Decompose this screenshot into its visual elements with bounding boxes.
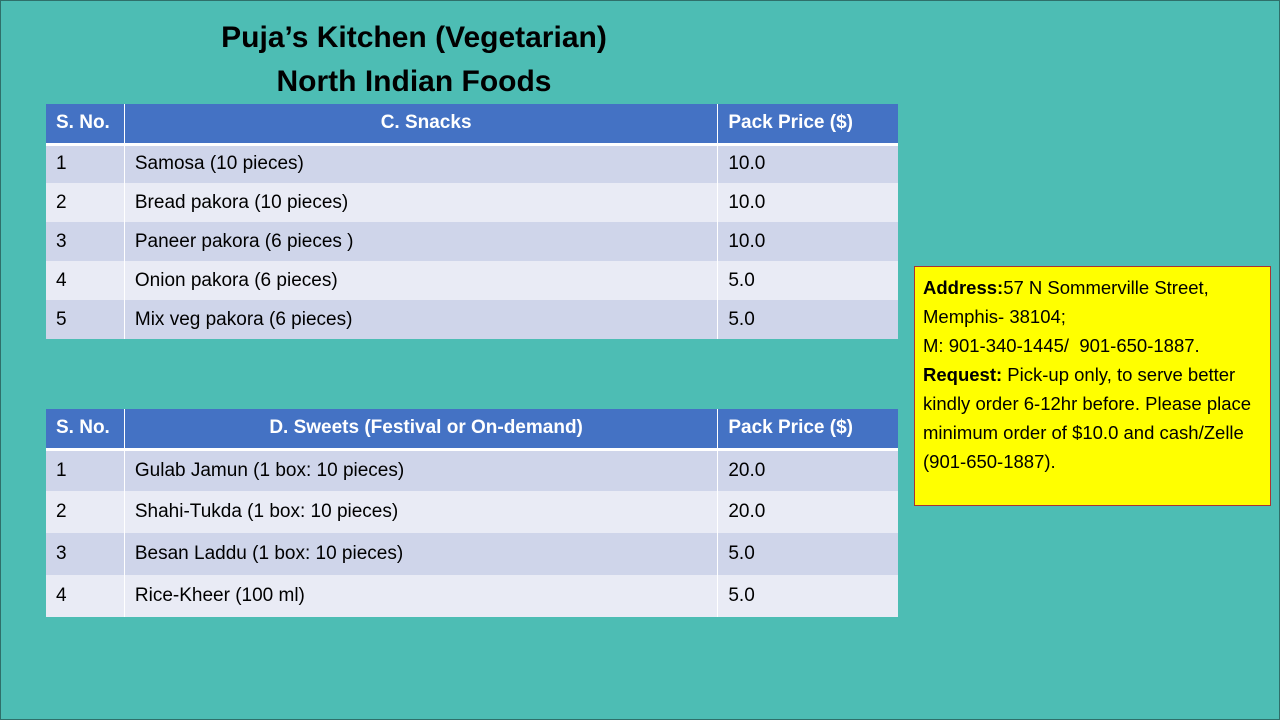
cell: Onion pakora (6 pieces) (124, 261, 719, 300)
cell: 20.0 (717, 491, 898, 533)
menu-table: S. No. C. Snacks Pack Price ($) 1 Samosa (10… (46, 104, 898, 339)
column-header: Pack Price ($) (717, 409, 898, 451)
table-row: 3 Paneer pakora (6 pieces ) 10.0 (46, 222, 898, 261)
cell: 2 (46, 491, 125, 533)
column-header: S. No. (46, 104, 125, 146)
table-row: 4 Rice-Kheer (100 ml) 5.0 (46, 575, 898, 617)
header-row: S. No. D. Sweets (Festival or On-demand) P… (46, 409, 898, 451)
menu-table: S. No. D. Sweets (Festival or On-demand) P… (46, 409, 898, 617)
column-header: Pack Price ($) (717, 104, 898, 146)
table-row: 4 Onion pakora (6 pieces) 5.0 (46, 261, 898, 300)
cell: Bread pakora (10 pieces) (124, 183, 719, 222)
column-header: S. No. (46, 409, 125, 451)
cell: Gulab Jamun (1 box: 10 pieces) (124, 449, 719, 491)
cell: 10.0 (717, 183, 898, 222)
label: Request: (923, 364, 1003, 385)
cell: 5.0 (717, 533, 898, 575)
title: Puja’s Kitchen (Vegetarian) (221, 21, 607, 54)
table-row: 1 Gulab Jamun (1 box: 10 pieces) 20.0 (46, 449, 898, 491)
cell: 5.0 (717, 575, 898, 617)
table-row: 2 Shahi-Tukda (1 box: 10 pieces) 20.0 (46, 491, 898, 533)
subtitle: North Indian Foods (276, 65, 552, 98)
table-row: 3 Besan Laddu (1 box: 10 pieces) 5.0 (46, 533, 898, 575)
cell: 3 (46, 533, 125, 575)
cell: 20.0 (717, 449, 898, 491)
table-row: 5 Mix veg pakora (6 pieces) 5.0 (46, 300, 898, 339)
info-box: Address:57 N Sommerville Street, Memphis… (914, 266, 1271, 506)
address: 57 N Sommerville Street, Memphis- 38104; (923, 277, 1214, 327)
cell: 10.0 (717, 222, 898, 261)
cell: Rice-Kheer (100 ml) (124, 575, 719, 617)
cell: Samosa (10 pieces) (124, 144, 719, 183)
column-header: C. Snacks (124, 104, 719, 146)
table-row: 2 Bread pakora (10 pieces) 10.0 (46, 183, 898, 222)
cell: 5 (46, 300, 125, 339)
cell: 1 (46, 144, 125, 183)
column-header: D. Sweets (Festival or On-demand) (124, 409, 719, 451)
header-row: S. No. C. Snacks Pack Price ($) (46, 104, 898, 146)
cell: 5.0 (717, 261, 898, 300)
cell: 1 (46, 449, 125, 491)
cell: Paneer pakora (6 pieces ) (124, 222, 719, 261)
cell: 4 (46, 261, 125, 300)
cell: 10.0 (717, 144, 898, 183)
cell: Shahi-Tukda (1 box: 10 pieces) (124, 491, 719, 533)
cell: 5.0 (717, 300, 898, 339)
cell: 3 (46, 222, 125, 261)
label: Address: (923, 277, 1004, 298)
cell: Besan Laddu (1 box: 10 pieces) (124, 533, 719, 575)
request: Pick-up only, to serve better kindly ord… (923, 364, 1257, 472)
cell: 2 (46, 183, 125, 222)
cell: Mix veg pakora (6 pieces) (124, 300, 719, 339)
cell: 4 (46, 575, 125, 617)
table-row: 1 Samosa (10 pieces) 10.0 (46, 144, 898, 183)
phone: M: 901-340-1445/ 901-650-1887. (923, 335, 1200, 356)
